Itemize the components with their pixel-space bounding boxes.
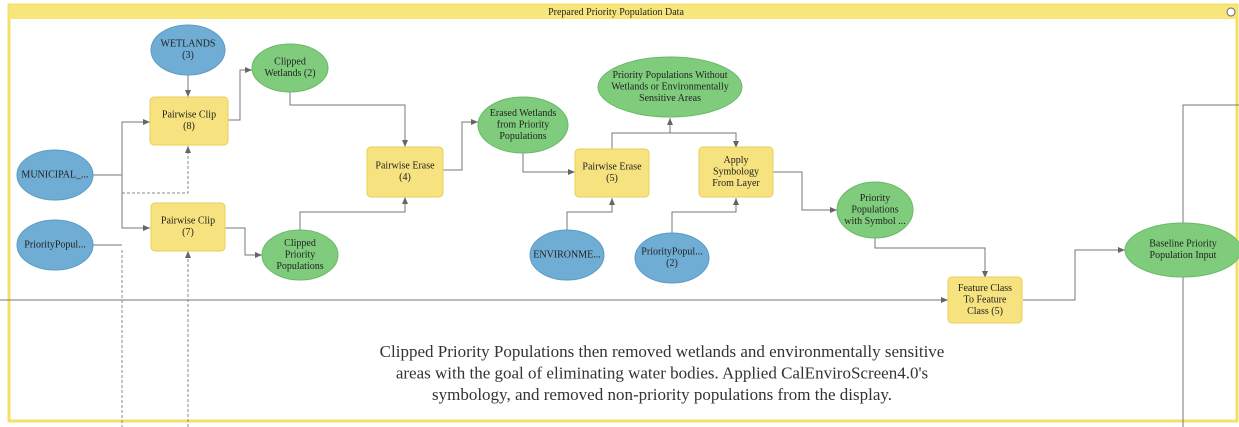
node-label: from Priority (497, 119, 550, 130)
tool-node (149, 96, 229, 146)
node-label: Priority Populations Without (613, 70, 728, 81)
node-label: Populations (499, 131, 546, 142)
dataset-node (597, 56, 743, 118)
connector (1182, 104, 1239, 223)
node-label: Symbology (713, 166, 759, 177)
connector (93, 119, 150, 176)
connector (443, 119, 478, 171)
node-label: (5) (606, 173, 618, 184)
dataset-node (16, 219, 94, 271)
annotation-line: symbology, and removed non-priority popu… (432, 385, 892, 404)
node: MUNICIPAL_... (16, 149, 94, 201)
tool-node (366, 146, 444, 198)
node-label: WETLANDS (161, 39, 216, 50)
node-label: (3) (182, 50, 194, 61)
node-label: PriorityPopul... (641, 247, 702, 258)
connector (566, 198, 615, 230)
node-label: Clipped (274, 57, 306, 68)
node: Pairwise Erase(4) (366, 146, 444, 198)
node-label: Baseline Priority (1149, 239, 1217, 250)
node-label: (4) (399, 172, 411, 183)
node-label: Pairwise Erase (582, 162, 642, 173)
connector (122, 146, 191, 194)
node-label: MUNICIPAL_... (21, 169, 88, 180)
node-label: Apply (724, 155, 749, 166)
node-label: Pairwise Clip (161, 216, 215, 227)
tool-node (947, 276, 1023, 324)
dataset-node (634, 232, 710, 284)
node-label: Priority (860, 193, 891, 204)
node: Pairwise Erase(5) (574, 148, 650, 198)
connector (228, 67, 252, 121)
dataset-node (477, 96, 569, 154)
dataset-node (1124, 222, 1239, 278)
node-label: ENVIRONME... (533, 249, 601, 260)
dataset-node (150, 24, 226, 76)
group-title: Prepared Priority Population Data (548, 7, 684, 18)
tool-node (574, 148, 650, 198)
connector (522, 153, 575, 175)
tool-node (698, 146, 774, 198)
connector (121, 175, 150, 231)
node-label: (2) (666, 258, 678, 269)
connector (289, 92, 408, 147)
node-label: (8) (183, 121, 195, 132)
node: WETLANDS(3) (150, 24, 226, 76)
connector (611, 118, 673, 150)
connector (225, 227, 262, 258)
node-label: Sensitive Areas (639, 93, 701, 104)
node: Pairwise Clip(8) (149, 96, 229, 146)
dataset-node (529, 229, 605, 281)
node-label: Pairwise Erase (375, 161, 435, 172)
node-label: Populations (276, 261, 323, 272)
node-label: PriorityPopul... (24, 239, 85, 250)
node-label: Feature Class (958, 283, 1012, 294)
dataset-node (16, 149, 94, 201)
connector (670, 132, 739, 148)
node: PriorityPopul... (16, 219, 94, 271)
node-label: Populations (851, 204, 898, 215)
annotation-line: Clipped Priority Populations then remove… (380, 342, 945, 361)
node: ENVIRONME... (529, 229, 605, 281)
node-label: Pairwise Clip (162, 110, 216, 121)
dataset-node (261, 229, 339, 281)
connector (1023, 247, 1125, 301)
node-label: (7) (182, 227, 194, 238)
node-label: with Symbol ... (844, 216, 905, 227)
node-label: Erased Wetlands (490, 108, 557, 119)
collapse-button[interactable] (1226, 7, 1236, 17)
node-label: Wetlands or Environmentally (611, 81, 729, 92)
node-label: From Layer (712, 178, 760, 189)
node-label: Clipped (284, 238, 316, 249)
node-label: Population Input (1150, 250, 1217, 261)
connectors (0, 67, 1239, 427)
connector (874, 238, 988, 278)
node: Pairwise Clip(7) (150, 202, 226, 252)
node-label: Class (5) (967, 306, 1003, 317)
connector (671, 198, 739, 233)
annotation-line: areas with the goal of eliminating water… (396, 363, 928, 382)
group-header (9, 5, 1237, 19)
node-label: To Feature (964, 294, 1007, 305)
dataset-node (836, 181, 914, 239)
connector (773, 171, 837, 213)
tool-node (150, 202, 226, 252)
dataset-node (251, 43, 329, 93)
node-label: Wetlands (2) (264, 68, 315, 79)
node: PriorityPopul...(2) (634, 232, 710, 284)
connector (299, 197, 408, 230)
node-label: Priority (285, 249, 316, 260)
